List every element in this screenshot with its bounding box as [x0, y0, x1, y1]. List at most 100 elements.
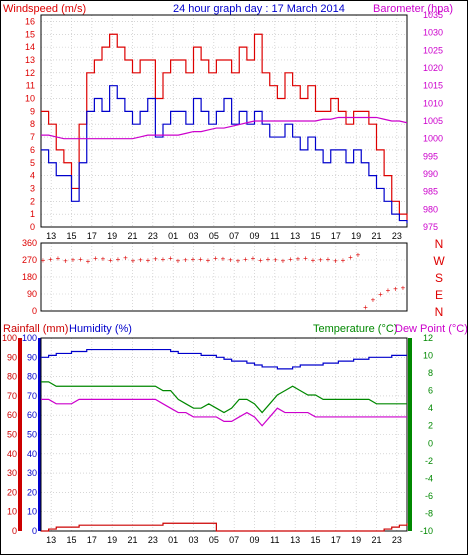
rainfall-axis-title: Rainfall (mm) [3, 323, 68, 335]
direction-point: + [401, 283, 406, 292]
wind-y-tick-label: 4 [30, 171, 35, 181]
rain-y-tick-label: 100 [2, 333, 17, 343]
wind-x-tick-label: 23 [148, 231, 158, 241]
temperature-axis-bar [408, 338, 412, 531]
temperature-y-tick-label: 2 [428, 421, 433, 431]
hum-x-tick-label: 09 [249, 535, 259, 545]
rain-y-tick-label: 80 [7, 372, 17, 382]
direction-point: + [333, 256, 338, 265]
direction-point: + [213, 254, 218, 263]
direction-point: + [146, 256, 151, 265]
rain-y-tick-label: 30 [7, 468, 17, 478]
rain-y-tick-label: 10 [7, 507, 17, 517]
rain-y-tick-label: 20 [7, 487, 17, 497]
temperature-y-tick-label: -6 [425, 491, 433, 501]
humidity-y-tick-label: 0 [32, 526, 37, 536]
direction-point: + [191, 255, 196, 264]
hum-x-tick-label: 19 [351, 535, 361, 545]
wind-x-tick-label: 21 [371, 231, 381, 241]
dir-y-tick-label: 0 [32, 306, 37, 316]
wind-y-tick-label: 10 [25, 94, 35, 104]
hum-x-tick-label: 15 [66, 535, 76, 545]
wind-y-tick-label: 11 [26, 81, 35, 91]
temperature-y-tick-label: 8 [428, 368, 433, 378]
wind-x-tick-label: 15 [310, 231, 320, 241]
baro-y-tick-label: 995 [423, 151, 438, 161]
direction-point: + [168, 254, 173, 263]
baro-y-tick-label: 1000 [423, 134, 443, 144]
wind-y-tick-label: 16 [25, 16, 35, 26]
temperature-y-tick-label: -2 [425, 456, 433, 466]
humidity-y-tick-label: 40 [27, 449, 37, 459]
direction-point: + [378, 290, 383, 299]
direction-point: + [348, 253, 353, 262]
humidity-series-line [41, 348, 407, 370]
humidity-y-tick-label: 60 [27, 410, 37, 420]
compass-label: S [435, 271, 443, 285]
temperature-y-tick-label: -4 [425, 473, 433, 483]
wind-y-tick-label: 12 [25, 68, 35, 78]
dewpoint-series-line [41, 398, 407, 427]
baro-y-tick-label: 975 [423, 222, 438, 232]
temperature-y-tick-label: 4 [428, 403, 433, 413]
humidity-axis-title: Humidity (%) [69, 323, 132, 335]
wind-y-tick-label: 9 [30, 106, 35, 116]
hum-x-tick-label: 21 [127, 535, 137, 545]
direction-point: + [63, 256, 68, 265]
compass-label: W [433, 254, 445, 268]
humidity-y-tick-label: 80 [27, 372, 37, 382]
wind-y-tick-label: 3 [30, 183, 35, 193]
direction-point: + [161, 255, 166, 264]
wind-y-tick-label: 13 [25, 55, 35, 65]
barometer-axis-title: Barometer (hpa) [373, 3, 453, 15]
direction-point: + [386, 286, 391, 295]
direction-point: + [206, 256, 211, 265]
direction-point: + [93, 254, 98, 263]
baro-y-tick-label: 1020 [423, 63, 443, 73]
hum-x-tick-label: 13 [46, 535, 56, 545]
direction-point: + [393, 284, 398, 293]
wind-y-tick-label: 15 [25, 29, 35, 39]
wind-x-tick-label: 05 [209, 231, 219, 241]
direction-point: + [183, 256, 188, 265]
wind-y-tick-label: 2 [30, 196, 35, 206]
baro-y-tick-label: 1005 [423, 116, 443, 126]
wind-x-tick-label: 13 [290, 231, 300, 241]
direction-point: + [303, 254, 308, 263]
direction-point: + [138, 256, 143, 265]
compass-label: N [435, 237, 444, 251]
average-series-line [41, 85, 408, 224]
temperature-y-tick-label: -10 [420, 526, 433, 536]
gust-series-line [41, 33, 408, 221]
wind-y-tick-label: 1 [30, 209, 35, 219]
dewpoint-axis-title: Dew Point (°C) [395, 323, 467, 335]
temperature-y-tick-label: 6 [428, 386, 433, 396]
humidity-y-tick-label: 100 [22, 333, 37, 343]
direction-point: + [228, 256, 233, 265]
wind-x-tick-label: 03 [188, 231, 198, 241]
dir-y-tick-label: 270 [22, 255, 37, 265]
dir-plot-frame [40, 242, 408, 312]
humidity-axis-bar [38, 338, 41, 531]
wind-y-tick-label: 5 [30, 158, 35, 168]
direction-point: + [236, 256, 241, 265]
wind-y-tick-label: 14 [25, 42, 35, 52]
wind-y-tick-label: 0 [30, 222, 35, 232]
rainfall-axis-bar [18, 338, 22, 531]
hum-x-tick-label: 23 [148, 535, 158, 545]
rainfall-series-line [41, 522, 408, 532]
hum-x-tick-label: 21 [371, 535, 381, 545]
direction-point: + [318, 256, 323, 265]
direction-point: + [258, 256, 263, 265]
temperature-y-tick-label: 12 [423, 333, 433, 343]
hum-x-tick-label: 17 [331, 535, 341, 545]
baro-y-tick-label: 1025 [423, 45, 443, 55]
direction-point: + [288, 255, 293, 264]
temperature-y-tick-label: -8 [425, 508, 433, 518]
dir-y-tick-label: 90 [27, 289, 37, 299]
direction-point: + [281, 256, 286, 265]
compass-label: E [435, 288, 443, 302]
baro-y-tick-label: 1030 [423, 28, 443, 38]
wind-x-tick-label: 17 [331, 231, 341, 241]
